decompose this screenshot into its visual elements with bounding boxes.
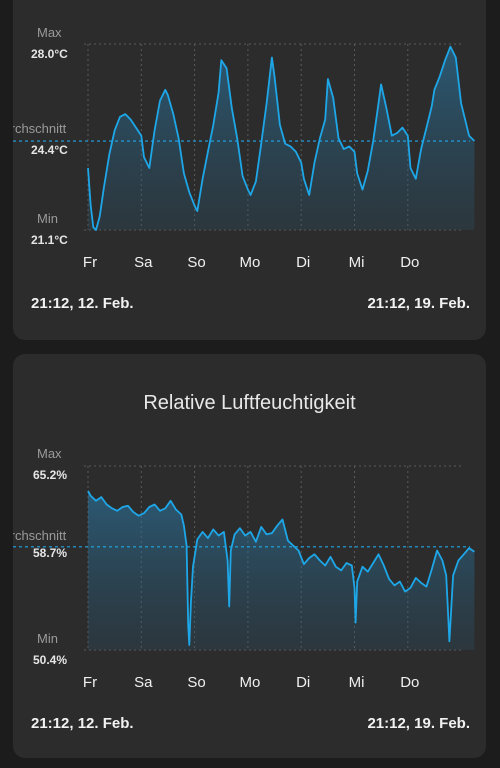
- temperature-x-tick-so: So: [187, 254, 206, 271]
- temperature-series-area: [88, 46, 475, 231]
- temperature-chart[interactable]: [13, 0, 486, 340]
- temperature-x-tick-do: Do: [400, 254, 420, 271]
- temperature-series-line: [87, 45, 476, 231]
- humidity-series-area: [88, 490, 475, 650]
- temperature-max-caption: Max: [37, 25, 62, 40]
- humidity-end-time: 21:12, 19. Feb.: [367, 715, 470, 732]
- humidity-x-tick-di: Di: [296, 674, 311, 691]
- humidity-average-value: 58.7%: [33, 546, 68, 560]
- humidity-x-tick-so: So: [187, 674, 206, 691]
- temperature-card: Max 28.0°C Durchschnitt 24.4°C Min 21.1°…: [13, 0, 486, 340]
- humidity-start-time: 21:12, 12. Feb.: [31, 715, 134, 732]
- humidity-card-title: Relative Luftfeuchtigkeit: [143, 392, 356, 414]
- humidity-series-line: [87, 490, 475, 646]
- humidity-x-tick-do: Do: [400, 674, 420, 691]
- temperature-average-caption: Durchschnitt: [13, 121, 67, 136]
- temperature-end-time: 21:12, 19. Feb.: [367, 295, 470, 312]
- humidity-average-caption: Durchschnitt: [13, 528, 67, 543]
- temperature-x-tick-sa: Sa: [134, 254, 153, 271]
- temperature-x-tick-mi: Mi: [348, 254, 365, 271]
- temperature-average-value: 24.4°C: [31, 143, 68, 157]
- humidity-x-tick-sa: Sa: [134, 674, 153, 691]
- humidity-max-caption: Max: [37, 446, 62, 461]
- humidity-x-tick-mo: Mo: [239, 674, 261, 691]
- temperature-min-value: 21.1°C: [31, 233, 68, 247]
- humidity-min-caption: Min: [37, 631, 58, 646]
- temperature-min-caption: Min: [37, 211, 58, 226]
- humidity-x-tick-mi: Mi: [348, 674, 365, 691]
- temperature-start-time: 21:12, 12. Feb.: [31, 295, 134, 312]
- temperature-x-tick-di: Di: [296, 254, 311, 271]
- humidity-chart[interactable]: [13, 354, 486, 758]
- temperature-max-value: 28.0°C: [31, 47, 68, 61]
- humidity-min-value: 50.4%: [33, 653, 68, 667]
- humidity-x-tick-fr: Fr: [82, 674, 98, 691]
- humidity-max-value: 65.2%: [33, 468, 68, 482]
- temperature-x-tick-mo: Mo: [239, 254, 261, 271]
- temperature-x-tick-fr: Fr: [82, 254, 98, 271]
- humidity-card: Relative Luftfeuchtigkeit Max 65.2% Durc…: [13, 354, 486, 758]
